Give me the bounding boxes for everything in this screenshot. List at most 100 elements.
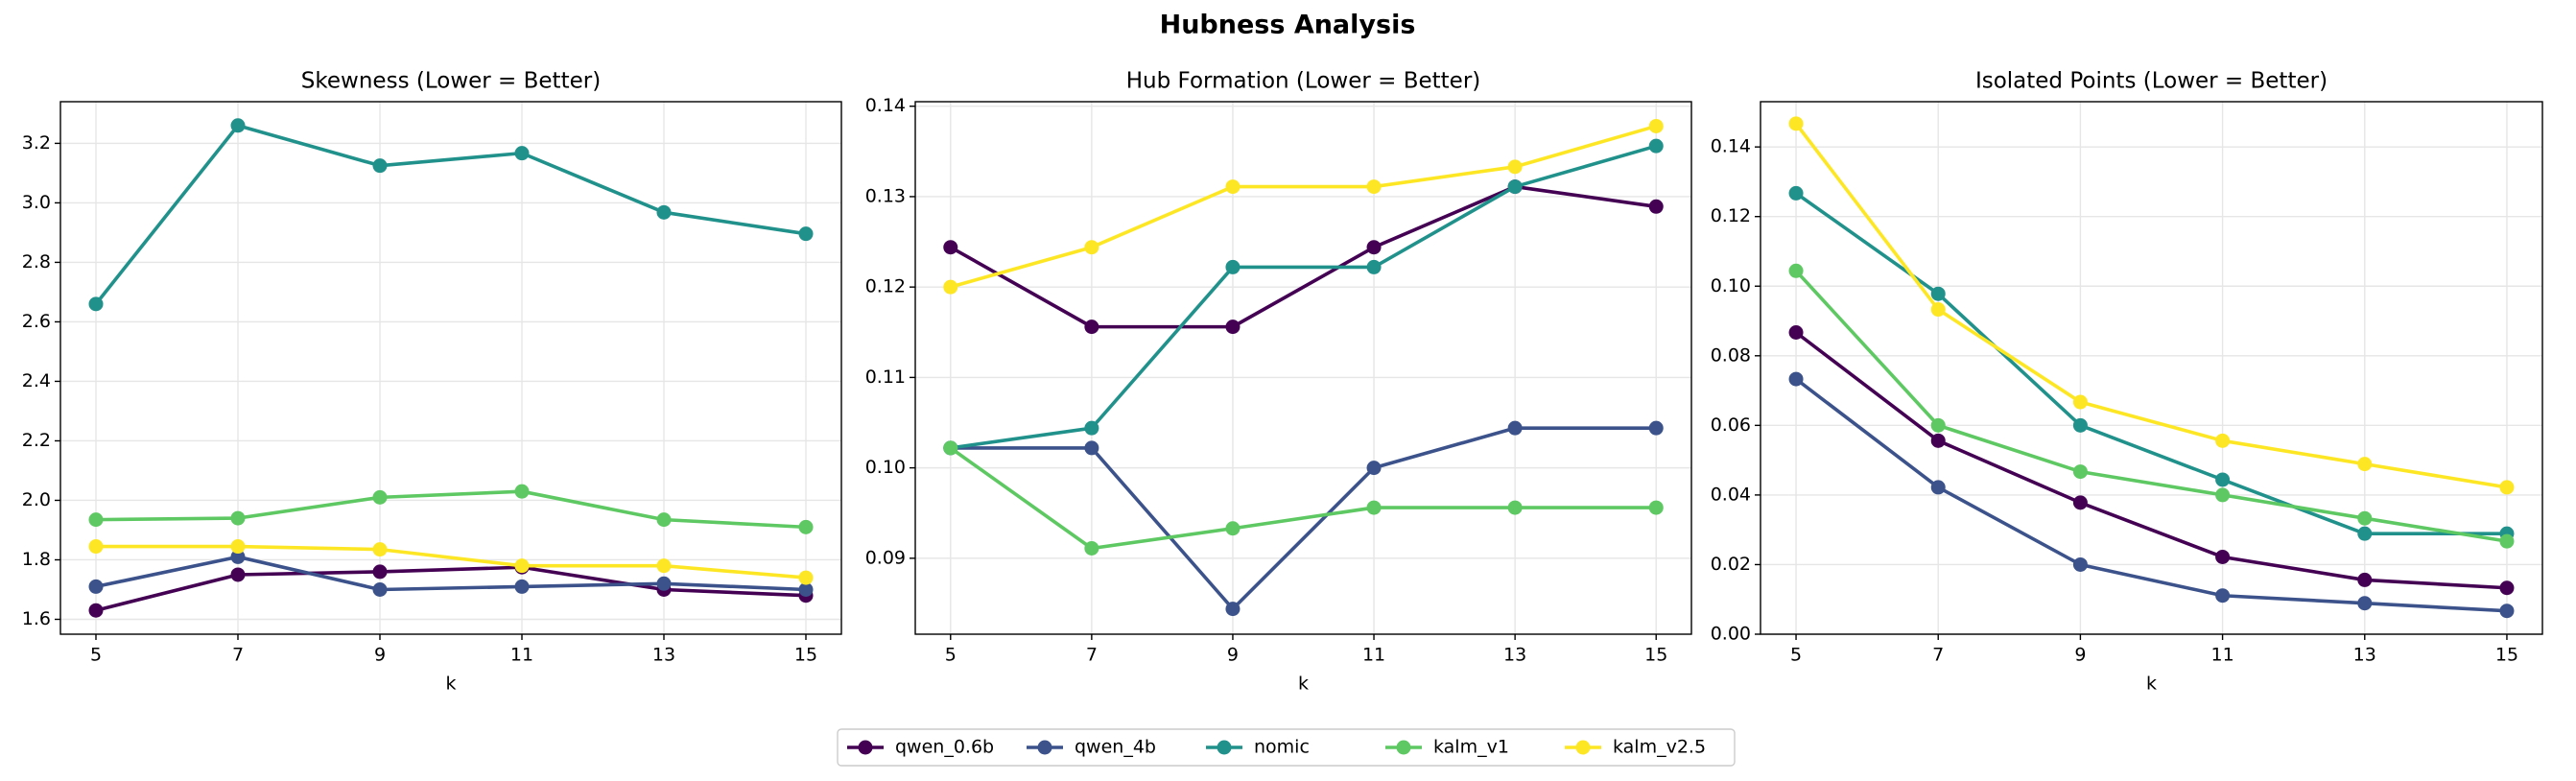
point (1366, 461, 1382, 476)
series-line (1794, 377, 2508, 613)
x-tick-label: 9 (1227, 645, 1239, 666)
point (1084, 320, 1099, 335)
y-tick-label: 2.8 (22, 251, 51, 272)
point (2072, 394, 2088, 410)
series-line (950, 144, 1657, 450)
point (2499, 604, 2515, 619)
point (2215, 588, 2231, 604)
point (1648, 500, 1664, 515)
series-line (95, 555, 807, 592)
y-tick-label: 0.04 (1711, 484, 1751, 505)
point (1225, 259, 1241, 274)
subplot-title: Isolated Points (Lower = Better) (1975, 69, 2328, 94)
y-tick-label: 0.14 (865, 95, 906, 116)
subplot-title: Skewness (Lower = Better) (301, 69, 601, 94)
legend-label: kalm_v2.5 (1613, 737, 1706, 758)
y-tick-label: 0.00 (1711, 624, 1751, 645)
x-tick-label: 15 (794, 645, 817, 666)
point (1084, 540, 1099, 556)
point (1648, 138, 1664, 154)
point (372, 542, 388, 557)
y-tick-label: 1.8 (22, 549, 51, 570)
point (1366, 240, 1382, 255)
point (372, 581, 388, 597)
point (656, 512, 672, 528)
axes-frame (59, 101, 842, 635)
y-tick-label: 0.08 (1711, 344, 1751, 366)
series-line (96, 544, 807, 580)
axes-frame (1760, 101, 2543, 635)
point (1507, 159, 1523, 175)
y-tick-label: 0.10 (865, 457, 906, 478)
x-tick-label: 13 (1503, 645, 1526, 666)
y-tick-label: 0.10 (1711, 275, 1751, 296)
point (656, 558, 672, 574)
subplot: 0.00 0.02 0.04 0.06 0.08 0.10 0.12 0.14 5 7 9 11 13 1… (1711, 69, 2543, 695)
legend-marker (1396, 740, 1411, 755)
series-line (950, 426, 1657, 611)
series-line (950, 124, 1657, 289)
point (514, 484, 530, 499)
y-tick-label: 0.12 (1711, 205, 1751, 226)
point (2072, 464, 2088, 480)
point (2357, 457, 2373, 472)
y-tick-label: 0.11 (865, 367, 906, 388)
point (798, 226, 814, 242)
y-tick-label: 2.4 (22, 370, 51, 391)
series-line (1794, 270, 2508, 543)
legend-label: kalm_v1 (1433, 737, 1509, 758)
y-tick-label: 0.12 (865, 276, 906, 297)
y-tick-label: 3.0 (22, 192, 51, 213)
point (88, 539, 104, 555)
point (372, 564, 388, 580)
y-tick-label: 2.6 (22, 311, 51, 332)
point (1788, 371, 1804, 387)
point (798, 519, 814, 534)
point (2499, 480, 2515, 495)
legend-label: qwen_0.6b (895, 737, 994, 758)
point (1930, 433, 1946, 448)
point (2215, 549, 2231, 564)
y-tick-label: 2.0 (22, 489, 51, 510)
point (1930, 302, 1946, 318)
x-axis-label: k (2146, 674, 2157, 695)
point (1648, 118, 1664, 133)
point (230, 567, 246, 582)
point (1648, 420, 1664, 436)
point (514, 558, 530, 574)
legend-marker (1575, 740, 1591, 755)
x-tick-label: 13 (2353, 645, 2376, 666)
point (1930, 286, 1946, 301)
x-tick-label: 11 (1362, 645, 1385, 666)
subplot: 1.6 1.8 2.0 2.2 2.4 2.6 2.8 3.0 3.2 5 7 9 11 13 15 Skew… (22, 69, 842, 695)
point (514, 579, 530, 594)
x-tick-label: 5 (1790, 645, 1802, 666)
point (88, 296, 104, 312)
legend-marker (1217, 740, 1232, 755)
point (1788, 116, 1804, 131)
x-tick-label: 13 (652, 645, 675, 666)
x-tick-label: 15 (1644, 645, 1667, 666)
point (656, 204, 672, 220)
series-line (95, 489, 807, 530)
x-tick-label: 9 (2074, 645, 2086, 666)
y-tick-label: 1.6 (22, 608, 51, 629)
x-tick-label: 7 (1932, 645, 1944, 666)
point (230, 510, 246, 526)
point (1225, 179, 1241, 195)
point (1225, 320, 1241, 335)
point (1930, 480, 1946, 495)
x-tick-label: 7 (232, 645, 244, 666)
point (798, 570, 814, 585)
point (2215, 487, 2231, 503)
series-line (949, 184, 1657, 329)
y-tick-label: 0.02 (1711, 554, 1751, 575)
legend-label: nomic (1254, 737, 1310, 758)
point (88, 579, 104, 594)
x-tick-label: 5 (945, 645, 957, 666)
point (1930, 417, 1946, 433)
series-line (95, 565, 807, 612)
point (1788, 263, 1804, 278)
x-tick-label: 15 (2495, 645, 2518, 666)
